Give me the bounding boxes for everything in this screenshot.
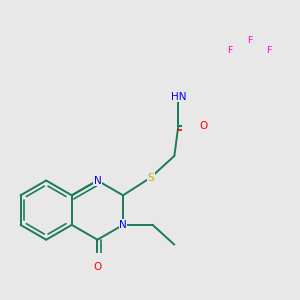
Text: O: O [93,262,102,272]
Text: S: S [147,172,154,183]
Text: F: F [227,46,232,55]
Text: N: N [119,220,127,230]
Text: F: F [266,46,272,55]
Text: HN: HN [170,92,186,102]
Text: F: F [247,36,252,45]
Text: O: O [200,121,208,131]
Text: N: N [94,176,101,185]
